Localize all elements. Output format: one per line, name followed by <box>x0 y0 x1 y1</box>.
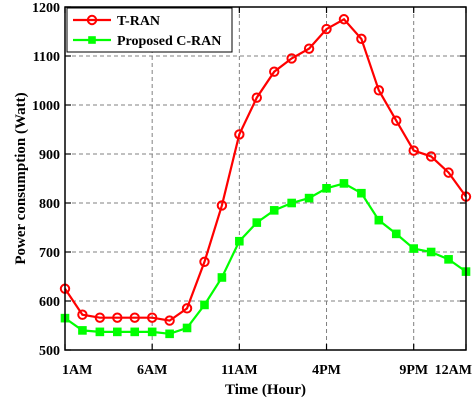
legend: T-RAN Proposed C-RAN <box>66 7 233 53</box>
legend-marker <box>88 36 96 44</box>
data-point <box>164 315 175 326</box>
data-point <box>269 206 279 215</box>
data-point <box>338 14 350 25</box>
data-point <box>373 85 385 96</box>
legend-entry: T-RAN <box>73 14 160 29</box>
x-tick-label: 9PM <box>399 363 428 378</box>
data-point <box>235 236 244 246</box>
plot-frame <box>64 6 467 351</box>
legend-entry: Proposed C-RAN <box>73 34 221 49</box>
legend-marker <box>86 14 98 26</box>
x-tick-label: 12AM <box>435 363 472 378</box>
y-tick-label: 1200 <box>32 1 60 16</box>
series-line <box>64 17 467 322</box>
data-point <box>286 53 297 64</box>
data-point <box>322 184 331 193</box>
data-point <box>304 193 314 203</box>
data-point <box>147 327 157 337</box>
data-point <box>217 273 227 282</box>
data-point <box>181 303 193 314</box>
y-tick-label: 700 <box>39 246 60 261</box>
series-line <box>64 182 467 335</box>
data-point <box>287 198 296 208</box>
y-tick-label: 1100 <box>33 50 60 65</box>
data-point <box>356 33 367 45</box>
data-point <box>391 115 402 126</box>
data-point <box>199 256 210 267</box>
series-t-ran <box>59 14 472 326</box>
data-point <box>269 66 280 77</box>
data-point <box>234 129 245 140</box>
data-point <box>425 151 437 162</box>
data-point <box>321 23 332 35</box>
data-point <box>182 323 192 333</box>
data-point <box>216 200 228 211</box>
data-point <box>94 312 106 323</box>
series-layer <box>59 14 472 339</box>
data-point <box>339 179 349 188</box>
grid-lines <box>65 7 466 350</box>
data-point <box>200 300 209 310</box>
data-point <box>426 247 436 257</box>
data-point <box>129 312 140 323</box>
legend-label: Proposed C-RAN <box>117 34 221 49</box>
y-tick-label: 800 <box>39 197 60 212</box>
y-tick-label: 600 <box>39 295 60 310</box>
data-point <box>252 218 262 227</box>
data-point <box>409 244 418 253</box>
legend-label: T-RAN <box>117 14 160 29</box>
y-tick-label: 500 <box>39 344 60 359</box>
data-point <box>165 329 174 339</box>
data-point <box>357 188 366 198</box>
data-point <box>443 167 454 178</box>
x-tick-label: 1AM <box>62 363 92 378</box>
data-point <box>251 92 262 103</box>
y-tick-label: 900 <box>39 148 60 163</box>
data-point <box>95 327 105 337</box>
data-point <box>391 229 401 239</box>
x-tick-label: 11AM <box>221 363 258 378</box>
data-point <box>130 327 140 337</box>
y-tick-label: 1000 <box>32 99 60 114</box>
data-point <box>112 312 123 323</box>
data-point <box>77 309 88 320</box>
x-tick-label: 6AM <box>137 363 167 378</box>
data-point <box>78 326 87 335</box>
data-point <box>444 255 453 264</box>
data-point <box>374 215 384 225</box>
data-point <box>113 327 122 337</box>
data-point <box>303 43 315 54</box>
y-axis-label: Power consumption (Watt) <box>13 92 29 264</box>
data-point <box>146 312 158 323</box>
tick-labels: 500 600 700 800 900 1000 1100 1200 1AM 6AM 11AM 4PM… <box>32 1 472 378</box>
x-tick-label: 4PM <box>312 363 341 378</box>
data-point <box>408 145 419 156</box>
x-axis-label: Time (Hour) <box>225 382 306 398</box>
legend-box <box>66 7 233 53</box>
